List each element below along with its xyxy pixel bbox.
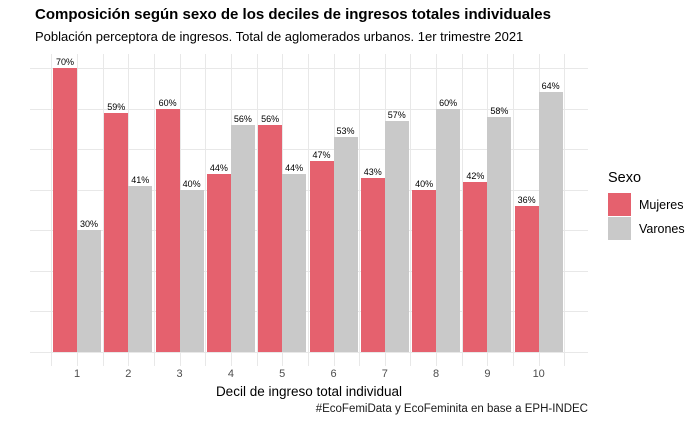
legend-title: Sexo [608, 170, 642, 186]
bar-value-label-varones-decil-4: 56% [233, 113, 252, 124]
x-tick-label-4: 4 [227, 368, 234, 380]
legend-label-mujeres: Mujeres [639, 197, 684, 212]
bar-mujeres-decil-5 [258, 124, 283, 352]
bar-varones-decil-8 [436, 108, 461, 352]
gridline-vertical [256, 54, 258, 366]
bar-mujeres-decil-6 [309, 161, 334, 352]
legend-label-varones: Varones [639, 221, 685, 236]
bar-varones-decil-5 [282, 173, 307, 352]
bar-value-label-varones-decil-3: 40% [182, 178, 201, 189]
bar-value-label-varones-decil-7: 57% [387, 109, 406, 120]
gridline-horizontal [30, 68, 588, 69]
bar-mujeres-decil-9 [463, 181, 488, 352]
bar-varones-decil-2 [128, 185, 153, 352]
bar-value-label-mujeres-decil-8: 40% [415, 178, 434, 189]
chart-subtitle: Población perceptora de ingresos. Total … [35, 29, 524, 44]
gridline-vertical [205, 54, 207, 366]
legend-item-mujeres: Mujeres [608, 193, 685, 216]
plot-panel: 70% 30% 59% 41% 60% 40% 44% 56% 56% 44% 47% 53% 43% 5… [30, 54, 588, 366]
gridline-horizontal [30, 311, 588, 313]
bar-value-label-mujeres-decil-10: 36% [517, 194, 536, 205]
bar-varones-decil-1 [77, 230, 101, 352]
bar-mujeres-decil-3 [155, 108, 180, 352]
x-tick-label-8: 8 [433, 368, 440, 380]
bar-value-label-varones-decil-8: 60% [439, 97, 458, 108]
x-tick-label-1: 1 [73, 368, 81, 380]
legend: Sexo Mujeres Varones [608, 170, 685, 241]
bar-value-label-mujeres-decil-7: 43% [363, 166, 382, 177]
legend-item-varones: Varones [608, 217, 685, 240]
gridline-vertical [359, 54, 361, 366]
bar-varones-decil-10 [538, 92, 563, 352]
bar-value-label-varones-decil-1: 30% [79, 219, 98, 230]
gridline-horizontal [30, 108, 588, 110]
caption: #EcoFemiData y EcoFeminita en base a EPH… [315, 403, 588, 415]
bar-value-label-mujeres-decil-1: 70% [55, 57, 74, 67]
x-tick-label-9: 9 [484, 368, 491, 380]
gridline-vertical [564, 54, 566, 366]
bar-mujeres-decil-7 [360, 177, 385, 352]
bar-value-label-varones-decil-6: 53% [336, 126, 355, 136]
gridline-horizontal [30, 230, 588, 232]
bar-varones-decil-9 [487, 116, 512, 352]
bar-value-label-mujeres-decil-2: 59% [107, 101, 126, 112]
bar-mujeres-decil-1 [53, 68, 77, 352]
bar-mujeres-decil-4 [206, 173, 231, 352]
bar-value-label-mujeres-decil-3: 60% [158, 97, 177, 108]
bar-varones-decil-4 [230, 124, 255, 352]
x-tick-label-3: 3 [176, 368, 183, 380]
gridline-vertical [102, 54, 104, 366]
varones-color-swatch [608, 217, 631, 240]
bar-value-label-mujeres-decil-4: 44% [209, 162, 228, 173]
bar-value-label-mujeres-decil-6: 47% [312, 150, 331, 161]
bar-value-label-varones-decil-10: 64% [541, 81, 560, 92]
bar-mujeres-decil-8 [412, 189, 437, 352]
gridline-vertical [153, 54, 155, 366]
bar-mujeres-decil-10 [514, 205, 539, 352]
gridline-horizontal [30, 270, 588, 272]
bar-varones-decil-6 [333, 137, 358, 352]
x-tick-label-10: 10 [532, 368, 545, 380]
x-tick-label-2: 2 [125, 368, 132, 380]
gridline-vertical [77, 54, 78, 366]
gridline-vertical [461, 54, 463, 366]
x-tick-label-5: 5 [279, 368, 286, 380]
bar-value-label-mujeres-decil-9: 42% [466, 170, 485, 181]
gridline-horizontal [30, 149, 588, 151]
chart-title: Composición según sexo de los deciles de… [35, 6, 551, 23]
bar-varones-decil-7 [384, 120, 409, 352]
bar-value-label-varones-decil-5: 44% [285, 162, 304, 173]
x-tick-label-7: 7 [381, 368, 388, 380]
x-axis-title: Decil de ingreso total individual [215, 384, 403, 399]
bar-value-label-varones-decil-2: 41% [131, 174, 150, 185]
bar-value-label-varones-decil-9: 58% [490, 105, 509, 116]
bar-value-label-mujeres-decil-5: 56% [261, 113, 280, 124]
bar-varones-decil-3 [179, 189, 204, 352]
x-tick-label-6: 6 [330, 368, 337, 380]
x-axis: 1 2 3 4 5 6 7 8 9 10 [30, 368, 588, 382]
bar-mujeres-decil-2 [104, 112, 129, 352]
gridline-vertical [513, 54, 515, 366]
mujeres-color-swatch [608, 193, 631, 216]
gridline-vertical [410, 54, 412, 366]
gridline-vertical [307, 54, 309, 366]
gridline-horizontal [30, 189, 588, 191]
gridline-horizontal [30, 352, 588, 353]
gridline-vertical [51, 54, 53, 366]
